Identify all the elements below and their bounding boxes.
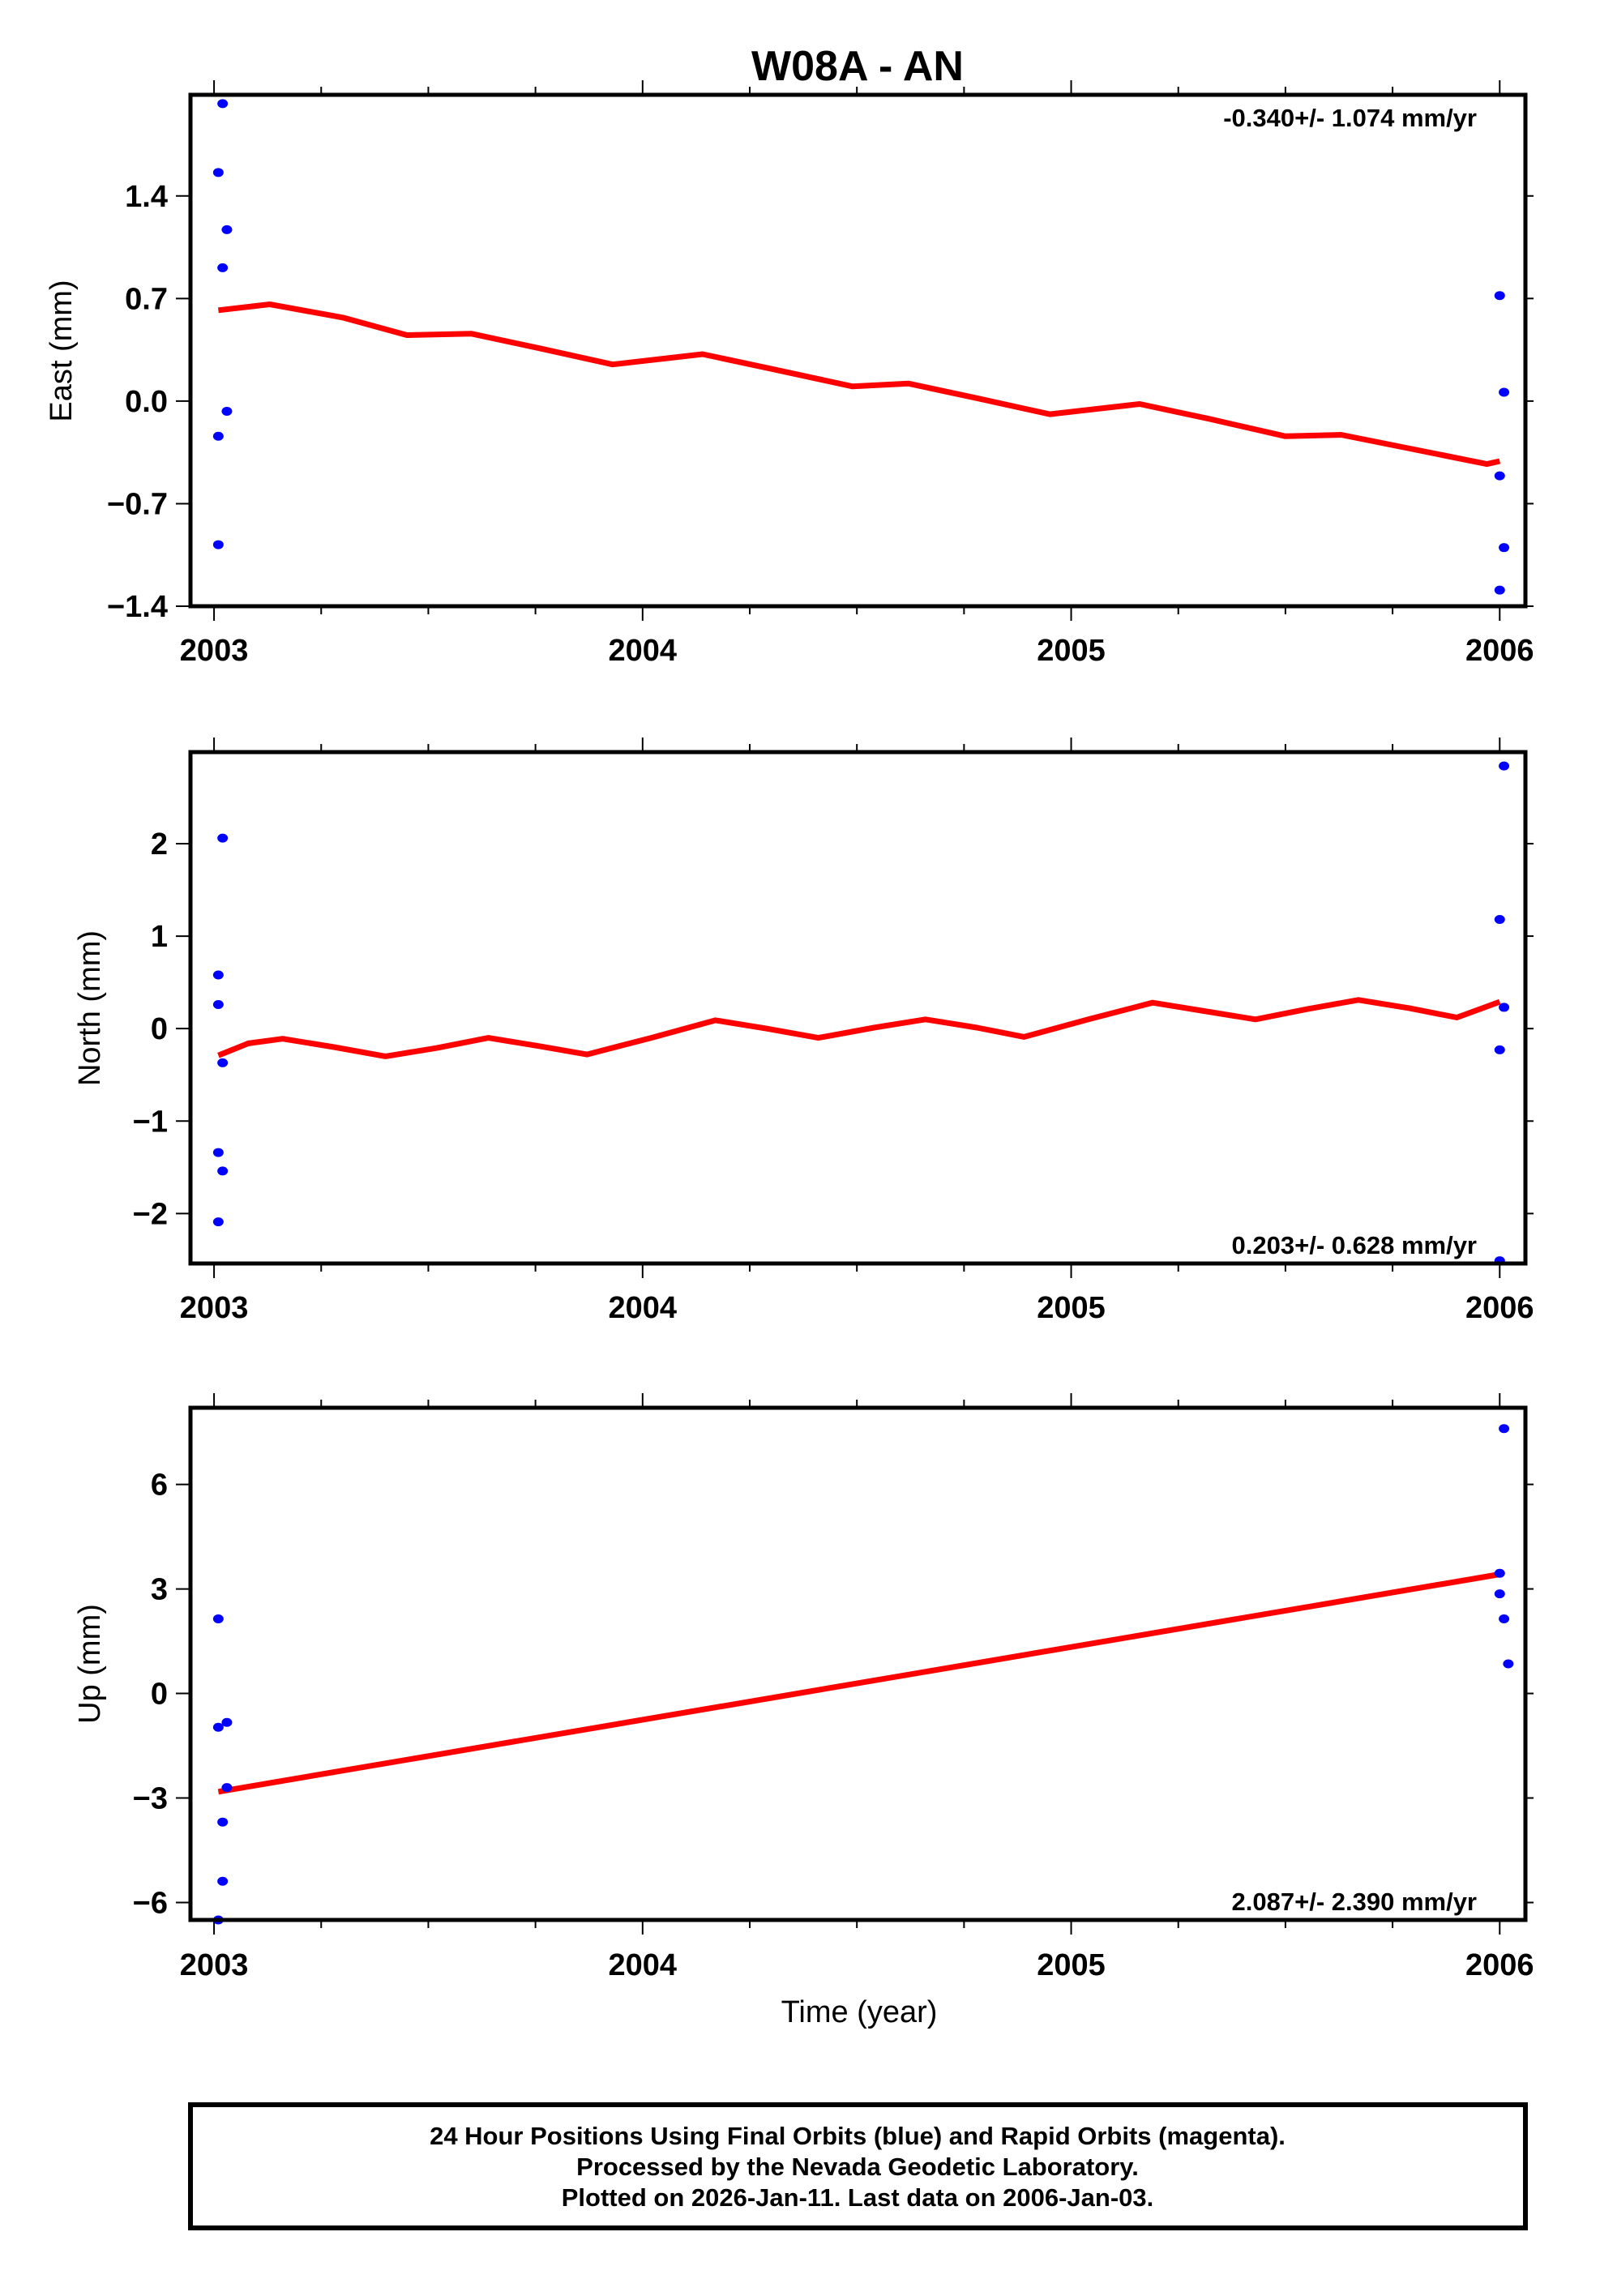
data-point [217, 1817, 229, 1827]
y-tick-label: −1.4 [107, 590, 168, 624]
model-fit-line [217, 1571, 1500, 1795]
y-axis-label-up: Up (mm) [73, 1604, 107, 1724]
data-point [221, 224, 233, 234]
data-point [212, 540, 224, 549]
footer-box: 24 Hour Positions Using Final Orbits (bl… [188, 2102, 1528, 2230]
y-axis-label-north: North (mm) [73, 930, 107, 1086]
data-point [1503, 1659, 1514, 1669]
model-fit-line [217, 301, 1501, 468]
x-tick-label: 2004 [609, 1291, 678, 1325]
x-axis-label: Time (year) [781, 1995, 938, 2029]
north-panel: North (mm) 0.203+/- 0.628 mm/yr 2003 2004… [73, 738, 1534, 1325]
data-point [217, 1166, 229, 1176]
plot-frame [188, 92, 1528, 609]
data-point [1499, 387, 1510, 397]
footer-line-3: Plotted on 2026-Jan-11. Last data on 200… [562, 2183, 1153, 2212]
rate-label-east: -0.340+/- 1.074 mm/yr [1223, 104, 1477, 132]
model-fit-line [217, 997, 1501, 1059]
y-tick-label: 1 [151, 920, 168, 954]
plot-frame [188, 1405, 1528, 1922]
y-tick-label: 0 [151, 1678, 168, 1712]
east-panel: East (mm) -0.340+/- 1.074 mm/yr 2003 2004… [45, 80, 1534, 668]
x-tick-label: 2005 [1037, 634, 1106, 668]
data-point [1494, 1589, 1505, 1599]
x-tick-label: 2006 [1465, 1291, 1534, 1325]
data-point [1499, 1003, 1510, 1012]
y-tick-label: 3 [151, 1573, 168, 1607]
y-tick-label: −6 [133, 1887, 168, 1921]
data-point [221, 407, 233, 417]
chart-title: W08A - AN [751, 43, 964, 90]
data-point [1499, 1424, 1510, 1434]
rate-label-up: 2.087+/- 2.390 mm/yr [1232, 1888, 1477, 1916]
y-tick-label: −1 [133, 1105, 168, 1139]
x-tick-label: 2005 [1037, 1948, 1106, 1982]
data-point [212, 1217, 224, 1227]
y-tick-label: 1.4 [125, 180, 168, 214]
data-point [217, 99, 229, 109]
data-point [1499, 543, 1510, 553]
x-tick-label: 2004 [609, 634, 678, 668]
rate-label-north: 0.203+/- 0.628 mm/yr [1232, 1231, 1477, 1259]
data-point [212, 168, 224, 177]
y-tick-label: 2 [151, 827, 168, 862]
y-tick-label: 6 [151, 1469, 168, 1503]
data-point [217, 1876, 229, 1886]
data-point [1494, 1045, 1505, 1054]
data-point [1494, 471, 1505, 481]
x-tick-label: 2006 [1465, 1948, 1534, 1982]
data-point [212, 1722, 224, 1732]
y-tick-label: 0.7 [125, 282, 168, 316]
footer-line-1: 24 Hour Positions Using Final Orbits (bl… [430, 2122, 1286, 2150]
data-point [212, 1000, 224, 1010]
y-tick-label: 0.0 [125, 385, 168, 419]
y-tick-label: −3 [133, 1782, 168, 1816]
data-point [1494, 585, 1505, 595]
data-point [1494, 291, 1505, 301]
data-point [212, 1614, 224, 1624]
data-point [1494, 915, 1505, 925]
footer-line-2: Processed by the Nevada Geodetic Laborat… [576, 2153, 1139, 2181]
x-tick-label: 2003 [180, 634, 249, 668]
footer-frame [188, 2102, 1528, 2230]
plot-frame [188, 750, 1528, 1266]
y-tick-label: −2 [133, 1197, 168, 1231]
data-point [212, 970, 224, 980]
data-point [217, 263, 229, 272]
data-point [221, 1783, 233, 1793]
x-tick-label: 2003 [180, 1291, 249, 1325]
y-tick-label: 0 [151, 1012, 168, 1046]
y-tick-label: −0.7 [107, 487, 168, 521]
x-tick-label: 2004 [609, 1948, 678, 1982]
data-point [1499, 1614, 1510, 1624]
y-axis-label-east: East (mm) [45, 280, 79, 421]
data-point [1499, 761, 1510, 771]
data-point [212, 1148, 224, 1157]
data-point [1494, 1568, 1505, 1578]
up-panel: Up (mm) 2.087+/- 2.390 mm/yr 2003 2004 200… [73, 1393, 1534, 1982]
x-tick-label: 2003 [180, 1948, 249, 1982]
data-point [212, 431, 224, 441]
x-tick-label: 2006 [1465, 634, 1534, 668]
x-tick-label: 2005 [1037, 1291, 1106, 1325]
data-point [217, 833, 229, 843]
data-point [221, 1717, 233, 1727]
data-point [217, 1058, 229, 1067]
